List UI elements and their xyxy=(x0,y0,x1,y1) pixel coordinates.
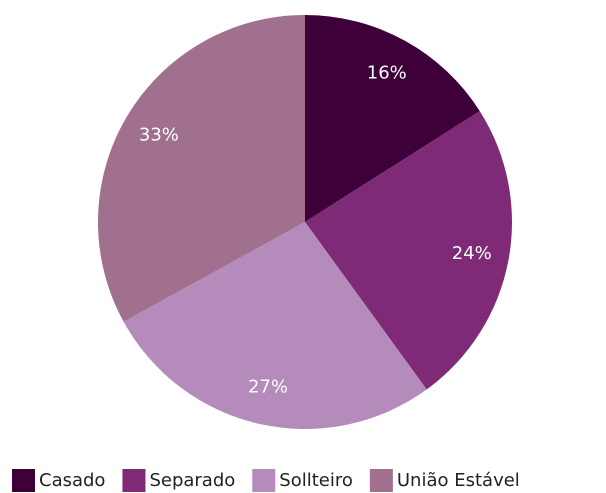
legend-label: Sollteiro xyxy=(279,470,353,491)
value-label: 24% xyxy=(452,243,492,264)
legend-swatch xyxy=(252,469,276,492)
legend-label: Separado xyxy=(149,470,235,491)
legend-label: União Estável xyxy=(397,470,520,491)
legend-swatch xyxy=(369,469,393,492)
value-label: 27% xyxy=(248,377,288,398)
legend-label: Casado xyxy=(39,470,105,491)
pie-slice xyxy=(305,15,480,222)
pie-slice xyxy=(98,15,306,322)
legend-swatch xyxy=(122,469,146,492)
value-label: 16% xyxy=(367,62,407,83)
pie-slice xyxy=(305,111,512,390)
pie-slice xyxy=(123,222,427,429)
value-label: 33% xyxy=(139,125,179,146)
legend-swatch xyxy=(12,469,35,492)
